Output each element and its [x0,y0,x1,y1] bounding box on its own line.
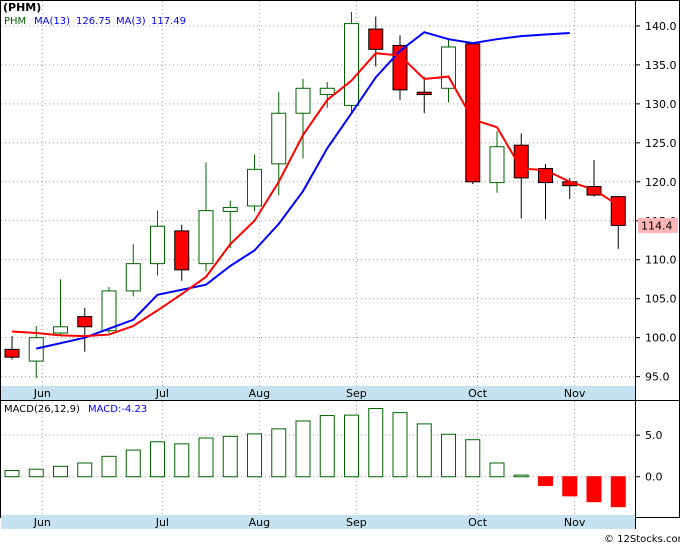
legend-ma13-value: 126.75 [76,16,111,27]
macd-bar-positive [28,468,44,478]
candle-body [247,168,262,207]
macd-bar-positive [271,428,287,478]
macd-bar-positive [198,437,214,478]
macd-bar-positive [174,443,190,478]
last-price-label: 114.4 [641,219,673,232]
price-x-axis: Jun Jul Aug Sep Oct Nov [33,387,586,400]
macd-y-axis: 0.0 5.0 [635,429,663,484]
price-month-label: Aug [249,387,270,400]
price-month-label: Jul [155,387,169,400]
legend-symbol: PHM [4,16,26,27]
last-price-tag: 114.4 [638,217,678,233]
macd-legend-params: MACD(26,12,9) [4,404,80,415]
watermark: © 12Stocks.com [604,534,680,545]
candle-body [392,44,408,91]
price-tick-label: 140.0 [645,20,677,33]
macd-bars [4,407,626,508]
price-tick-label: 130.0 [645,98,677,111]
macd-bar-positive [319,415,335,478]
candle-body [465,43,481,183]
macd-bar-positive [4,469,20,478]
macd-month-label: Aug [249,516,270,529]
candle-body [53,326,68,334]
macd-month-label: Jun [33,516,51,529]
macd-tick-label: 0.0 [645,471,663,484]
legend-ma3-label: MA(3) [116,16,146,27]
price-tick-label: 120.0 [645,176,677,189]
legend-ma13-label: MA(13) [34,16,70,27]
price-month-label: Nov [564,387,586,400]
macd-bar-positive [489,462,505,478]
candle-body [198,210,214,265]
macd-bar-positive [368,407,384,478]
candle-body [125,263,141,292]
macd-x-axis-band [1,515,635,529]
page-title: (PHM) [3,1,41,14]
candle-body [77,316,93,328]
moving-average-lines [11,31,619,350]
price-month-label: Jun [33,387,51,400]
price-tick-label: 105.0 [645,293,677,306]
candle-body [368,28,384,50]
candle-body [295,87,311,114]
candle-body [28,337,44,362]
macd-legend-value: MACD:-4.23 [88,404,147,415]
candle-body [4,348,20,358]
macd-bar-positive [416,423,432,478]
candle-body [150,225,165,265]
macd-bar-positive [441,433,456,478]
legend-ma3-value: 117.49 [151,16,186,27]
macd-bar-positive [513,474,529,478]
macd-bar-positive [101,455,117,478]
price-month-label: Oct [468,387,488,400]
price-tick-label: 135.0 [645,59,677,72]
candle-body [344,23,359,106]
macd-bar-positive [77,462,93,478]
price-tick-label: 125.0 [645,137,677,150]
candle-body [416,91,432,96]
ma3-line [11,52,619,338]
candle-body [222,207,238,212]
price-tick-label: 95.0 [645,371,670,384]
macd-month-label: Jul [155,516,169,529]
price-x-axis-band [1,386,635,400]
macd-bar-positive [150,441,165,478]
macd-month-label: Oct [468,516,488,529]
macd-bar-positive [392,412,408,478]
macd-bar-positive [295,420,311,478]
candle-body [101,290,117,332]
macd-bar-positive [53,465,68,478]
last-price-box [638,217,678,233]
macd-tick-label: 5.0 [645,429,663,442]
candle-body [319,87,335,96]
macd-bar-positive [125,449,141,478]
price-panel-frame [0,0,680,401]
candle-body [271,112,287,165]
price-tick-label: 110.0 [645,254,677,267]
macd-bar-negative [586,476,602,503]
macd-bar-negative [610,476,626,508]
ma13-line [36,31,570,350]
macd-bar-positive [465,439,481,478]
macd-bar-negative [538,476,553,486]
macd-month-label: Nov [564,516,586,529]
candlestick-series [4,11,626,379]
candle-body [489,146,505,184]
candle-body [441,46,456,89]
macd-bar-negative [562,476,578,497]
price-month-label: Sep [346,387,367,400]
macd-bar-positive [344,414,359,478]
macd-bar-positive [247,433,262,478]
candle-body [174,230,190,271]
macd-month-label: Sep [346,516,367,529]
macd-x-axis: Jun Jul Aug Sep Oct Nov [33,516,586,529]
macd-bar-positive [222,435,238,478]
price-tick-label: 100.0 [645,332,677,345]
